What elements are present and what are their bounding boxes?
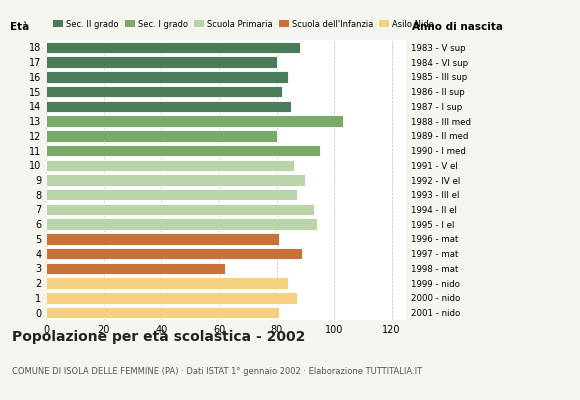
Bar — [46, 145, 320, 156]
Bar — [46, 71, 288, 82]
Bar — [46, 115, 343, 127]
Bar — [46, 218, 317, 230]
Legend: Sec. II grado, Sec. I grado, Scuola Primaria, Scuola dell'Infanzia, Asilo Nido: Sec. II grado, Sec. I grado, Scuola Prim… — [49, 16, 438, 32]
Bar — [46, 42, 299, 53]
Text: Popolazione per età scolastica - 2002: Popolazione per età scolastica - 2002 — [12, 330, 305, 344]
Bar — [46, 204, 314, 215]
Bar — [46, 86, 282, 97]
Text: COMUNE DI ISOLA DELLE FEMMINE (PA) · Dati ISTAT 1° gennaio 2002 · Elaborazione T: COMUNE DI ISOLA DELLE FEMMINE (PA) · Dat… — [12, 367, 422, 376]
Bar — [46, 292, 297, 304]
Bar — [46, 278, 288, 289]
Bar — [46, 160, 294, 171]
Bar — [46, 130, 277, 142]
Bar — [46, 100, 291, 112]
Bar — [46, 56, 277, 68]
Bar — [46, 263, 225, 274]
Bar — [46, 248, 302, 260]
Text: Anno di nascita: Anno di nascita — [412, 22, 503, 32]
Bar — [46, 174, 305, 186]
Bar — [46, 233, 280, 245]
Bar — [46, 189, 297, 200]
Bar — [46, 307, 280, 318]
Text: Età: Età — [10, 22, 30, 32]
